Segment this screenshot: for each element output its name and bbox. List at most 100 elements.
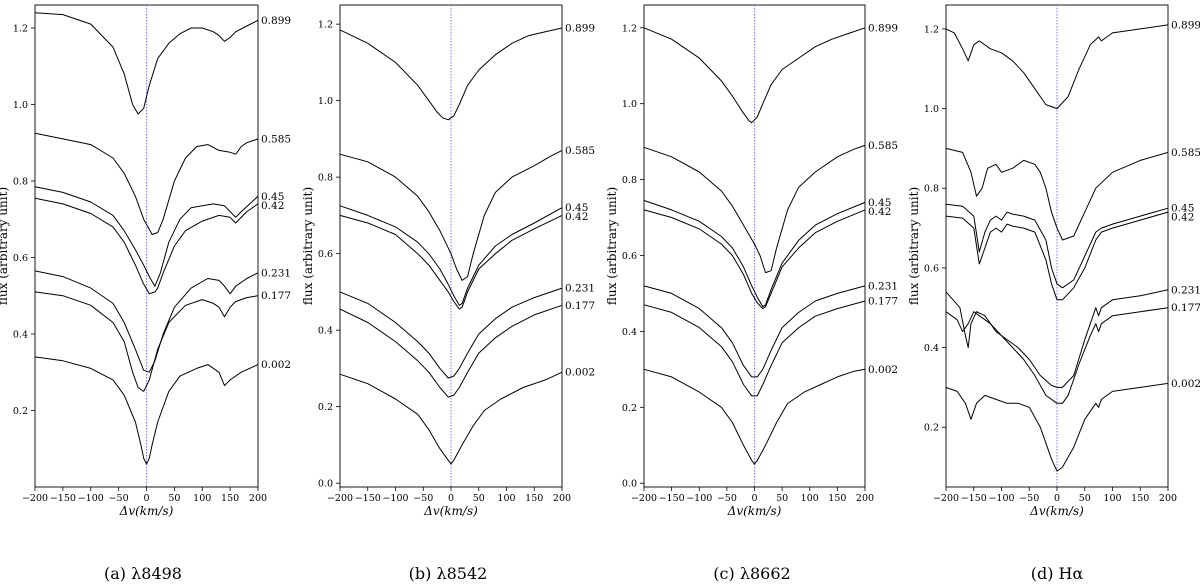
series-line-phase-0.45: [945, 203, 1169, 289]
y-tick-label: 1.0: [622, 99, 637, 110]
x-tick-label: 200: [1159, 493, 1177, 504]
y-tick-label: 0.0: [318, 479, 333, 490]
x-tick-label: 50: [776, 493, 788, 504]
series-label: 0.899: [1171, 19, 1200, 31]
series-line-phase-0.002: [339, 371, 563, 465]
series-line-phase-0.002: [945, 382, 1169, 472]
series-label: 0.42: [1171, 212, 1194, 224]
x-tick-label: 200: [249, 493, 267, 504]
x-tick-label: −50: [717, 493, 737, 504]
y-tick-label: 1.0: [318, 96, 333, 107]
x-tick-label: 100: [497, 493, 515, 504]
y-tick-label: 0.6: [622, 251, 637, 262]
y-axis-label: flux (arbitrary unit): [0, 187, 10, 305]
x-tick-label: 50: [1079, 493, 1091, 504]
y-tick-label: 0.4: [13, 329, 28, 340]
series-label: 0.42: [565, 211, 588, 223]
series-line-phase-0.45: [643, 200, 866, 308]
x-tick-label: −100: [382, 493, 408, 504]
series-line-phase-0.42: [339, 214, 563, 310]
series-label: 0.45: [868, 197, 891, 209]
y-tick-label: 1.2: [622, 23, 637, 34]
chart-panel-4: −200 −150 −100 −50 0 50 100 150 200 0.2 0.4 0.6 0.8 1…: [907, 4, 1200, 518]
x-tick-label: 150: [525, 493, 543, 504]
series-label: 0.45: [1171, 203, 1194, 215]
y-tick-label: 0.6: [13, 253, 28, 264]
series-label: 0.585: [261, 133, 291, 145]
series-label: 0.231: [868, 280, 898, 292]
series-label: 0.585: [565, 145, 595, 157]
x-tick-label: 0: [448, 493, 454, 504]
y-tick-label: 0.6: [924, 263, 939, 274]
series-label: 0.177: [261, 290, 291, 302]
caption-d: (d) Hα: [1030, 564, 1084, 583]
y-tick-label: 0.4: [622, 327, 637, 338]
series-line-phase-0.42: [945, 211, 1169, 301]
y-tick-label: 1.2: [924, 24, 939, 35]
y-axis-label: flux (arbitrary unit): [605, 187, 619, 305]
y-tick-label: 0.4: [924, 343, 939, 354]
series-label: 0.231: [1171, 284, 1200, 296]
x-tick-label: −50: [109, 493, 129, 504]
chart-panel-1: −200 −150 −100 −50 0 50 100 150 200 0.2 0.4 0.6 0.8 1…: [0, 4, 291, 518]
series-line-phase-0.585: [643, 144, 866, 274]
x-tick-label: −50: [1019, 493, 1039, 504]
x-tick-label: −100: [686, 493, 712, 504]
series-line-phase-0.42: [643, 209, 866, 310]
series-line-phase-0.899: [945, 24, 1169, 110]
series-line-phase-0.177: [643, 300, 866, 397]
series-label: 0.899: [565, 22, 595, 34]
x-axis-label: Δv(km/s): [119, 504, 174, 518]
x-axis-label: Δv(km/s): [423, 504, 478, 518]
series-label: 0.42: [261, 200, 284, 212]
series-line-phase-0.42: [34, 197, 259, 295]
x-tick-label: −200: [327, 493, 353, 504]
series-line-phase-0.231: [34, 270, 259, 373]
series-line-phase-0.231: [339, 287, 563, 379]
series-label: 0.42: [868, 206, 891, 218]
y-tick-label: 1.2: [13, 23, 28, 34]
series-label: 0.899: [868, 22, 898, 34]
y-tick-label: 0.2: [318, 402, 333, 413]
y-axis-label: flux (arbitrary unit): [907, 187, 921, 305]
x-tick-label: −200: [933, 493, 959, 504]
chart-panel-3: −200 −150 −100 −50 0 50 100 150 200 0.0 0.2 0.4 0.6 0…: [605, 4, 898, 518]
x-tick-label: −200: [22, 493, 48, 504]
series-line-phase-0.177: [34, 291, 259, 392]
x-tick-label: 50: [473, 493, 485, 504]
x-tick-label: −150: [50, 493, 76, 504]
x-tick-label: −100: [78, 493, 104, 504]
x-tick-label: 0: [751, 493, 757, 504]
y-tick-label: 1.0: [924, 104, 939, 115]
series-label: 0.177: [565, 300, 595, 312]
series-label: 0.002: [868, 364, 898, 376]
series-line-phase-0.177: [339, 304, 563, 398]
series-line-phase-0.585: [34, 132, 259, 235]
y-tick-label: 0.2: [924, 423, 939, 434]
x-tick-label: 0: [1054, 493, 1060, 504]
series-label: 0.002: [261, 359, 291, 371]
y-tick-label: 1.0: [13, 100, 28, 111]
x-tick-label: 50: [168, 493, 180, 504]
series-label: 0.45: [565, 202, 588, 214]
x-tick-label: 100: [193, 493, 211, 504]
x-tick-label: −150: [961, 493, 987, 504]
y-tick-label: 0.8: [924, 184, 939, 195]
y-tick-label: 0.4: [318, 326, 333, 337]
y-tick-label: 0.6: [318, 249, 333, 260]
series-line-phase-0.231: [643, 285, 866, 378]
series-label: 0.002: [1171, 378, 1200, 390]
series-label: 0.231: [261, 267, 291, 279]
x-tick-label: 200: [856, 493, 874, 504]
series-label: 0.177: [1171, 302, 1200, 314]
series-label: 0.899: [261, 15, 291, 27]
series-line-phase-0.177: [945, 307, 1169, 404]
series-line-phase-0.585: [945, 147, 1169, 241]
series-line-phase-0.45: [339, 205, 563, 306]
series-label: 0.177: [868, 296, 898, 308]
x-tick-label: −200: [631, 493, 657, 504]
y-axis-label: flux (arbitrary unit): [301, 187, 315, 305]
series-line-phase-0.002: [34, 356, 259, 465]
series-line-phase-0.899: [339, 27, 563, 121]
